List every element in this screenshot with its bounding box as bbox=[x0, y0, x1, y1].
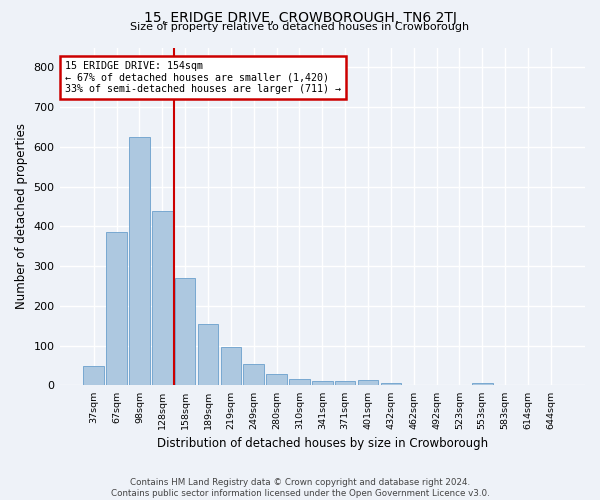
Bar bbox=[152, 210, 173, 386]
Bar bbox=[335, 382, 355, 386]
Text: Size of property relative to detached houses in Crowborough: Size of property relative to detached ho… bbox=[130, 22, 470, 32]
Text: Contains HM Land Registry data © Crown copyright and database right 2024.
Contai: Contains HM Land Registry data © Crown c… bbox=[110, 478, 490, 498]
Bar bbox=[266, 374, 287, 386]
Y-axis label: Number of detached properties: Number of detached properties bbox=[15, 124, 28, 310]
Text: 15 ERIDGE DRIVE: 154sqm
← 67% of detached houses are smaller (1,420)
33% of semi: 15 ERIDGE DRIVE: 154sqm ← 67% of detache… bbox=[65, 61, 341, 94]
Bar bbox=[289, 378, 310, 386]
Bar bbox=[472, 384, 493, 386]
Bar bbox=[380, 384, 401, 386]
Bar bbox=[244, 364, 264, 386]
Bar bbox=[106, 232, 127, 386]
Bar bbox=[312, 382, 332, 386]
Bar bbox=[83, 366, 104, 386]
Bar bbox=[198, 324, 218, 386]
Bar bbox=[358, 380, 378, 386]
X-axis label: Distribution of detached houses by size in Crowborough: Distribution of detached houses by size … bbox=[157, 437, 488, 450]
Bar bbox=[129, 137, 150, 386]
Bar bbox=[221, 347, 241, 386]
Bar bbox=[175, 278, 196, 386]
Text: 15, ERIDGE DRIVE, CROWBOROUGH, TN6 2TJ: 15, ERIDGE DRIVE, CROWBOROUGH, TN6 2TJ bbox=[143, 11, 457, 25]
